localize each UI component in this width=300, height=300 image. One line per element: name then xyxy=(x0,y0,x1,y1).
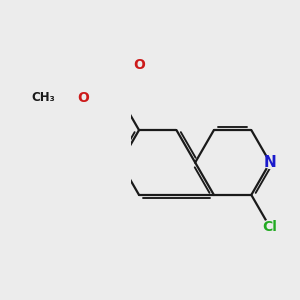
Circle shape xyxy=(48,91,62,105)
Text: O: O xyxy=(77,91,89,105)
Text: Cl: Cl xyxy=(262,220,278,234)
Circle shape xyxy=(263,220,278,235)
Text: CH₃: CH₃ xyxy=(31,91,55,104)
Text: N: N xyxy=(264,155,276,170)
Circle shape xyxy=(77,92,88,103)
Circle shape xyxy=(264,157,276,168)
Circle shape xyxy=(134,60,144,71)
Text: O: O xyxy=(133,58,145,72)
